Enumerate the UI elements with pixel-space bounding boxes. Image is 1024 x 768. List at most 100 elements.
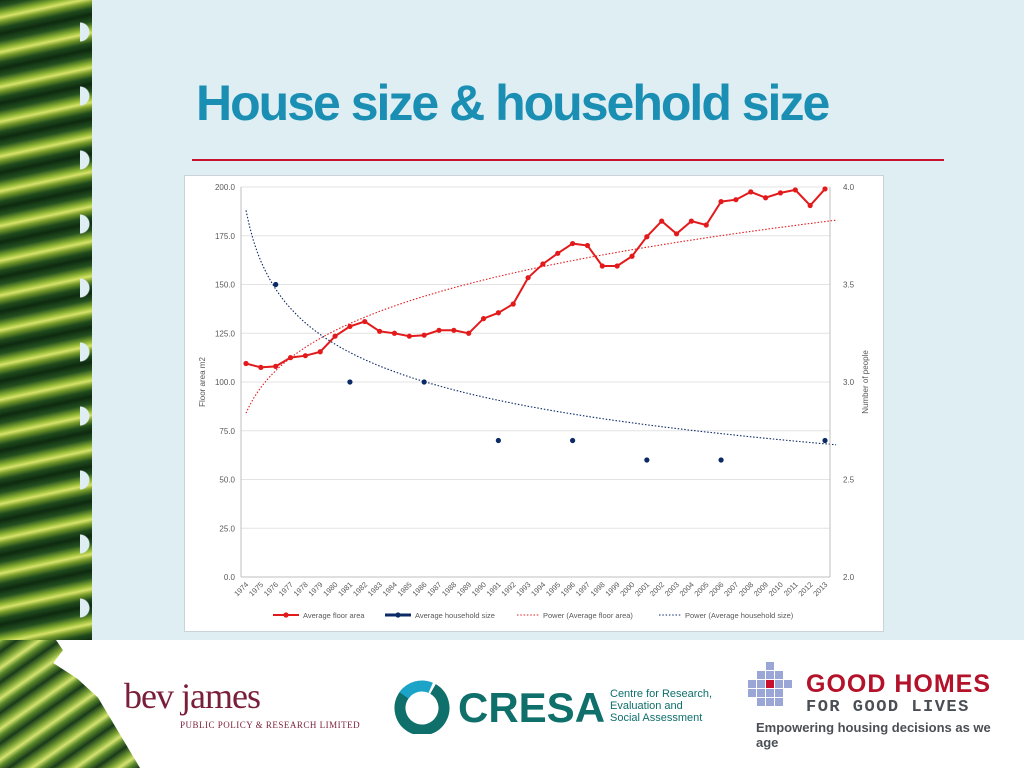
x-tick-label: 2002 (648, 580, 666, 598)
good-homes-tagline: Empowering housing decisions as we age (756, 720, 991, 750)
cresa-tagline: Centre for Research, Evaluation and Soci… (610, 688, 720, 724)
cresa-ring-icon (394, 680, 450, 734)
y2-tick-label: 3.5 (843, 281, 855, 290)
point-floor-area (555, 250, 561, 256)
point-floor-area (570, 240, 576, 247)
y-tick-label: 150.0 (215, 281, 236, 290)
footer-band (0, 640, 1024, 768)
x-tick-label: 2011 (782, 580, 800, 598)
point-floor-area (777, 190, 784, 196)
trendlines (245, 210, 837, 446)
point-household-size (347, 379, 353, 385)
point-floor-area (406, 333, 412, 339)
chart-panel: 0.0 25.0 50.0 75.0 100.0 125.0 150.0 175.0 200.0… (184, 175, 884, 632)
x-tick-label: 1983 (366, 580, 384, 598)
point-floor-area (584, 242, 591, 249)
point-household-size (495, 437, 501, 444)
x-tick-label: 2007 (722, 580, 740, 598)
point-household-size (822, 437, 828, 444)
point-floor-area (302, 353, 308, 359)
point-floor-area (644, 234, 650, 240)
bev-james-wordmark: bev james (124, 676, 261, 716)
point-floor-area (466, 330, 472, 336)
x-tick-label: 1994 (529, 580, 547, 598)
point-floor-area (451, 327, 457, 333)
x-tick-label: 1995 (544, 580, 562, 598)
x-tick-label: 1988 (440, 580, 458, 598)
gridlines (241, 186, 830, 578)
x-tick-label: 1974 (232, 580, 250, 598)
good-homes-logo: GOOD HOMES FOR GOOD LIVES Empowering hou… (748, 662, 1008, 750)
x-tick-label: 2000 (618, 580, 636, 598)
cresa-tagline-3: Social Assessment (610, 712, 703, 724)
x-tick-label: 1996 (559, 580, 577, 598)
y2-tick-label: 2.0 (843, 573, 855, 582)
point-floor-area (540, 261, 546, 267)
x-tick-label: 1979 (306, 580, 324, 598)
y-tick-label: 25.0 (219, 524, 235, 533)
legend-item: Power (Average household size) (659, 611, 794, 620)
point-floor-area (377, 328, 383, 334)
y-tick-label: 100.0 (215, 378, 236, 387)
y-tick-label: 200.0 (215, 183, 236, 192)
cresa-tagline-2: Evaluation and (610, 700, 683, 712)
point-floor-area (703, 222, 709, 228)
y2-tick-label: 2.5 (843, 476, 855, 485)
y2-tick-label: 3.0 (843, 378, 855, 387)
legend-marker (395, 612, 401, 618)
good-homes-line1: GOOD HOMES (806, 670, 992, 698)
point-floor-area (258, 364, 264, 370)
point-floor-area (688, 218, 694, 224)
x-tick-label: 2005 (692, 580, 710, 598)
point-floor-area (792, 187, 798, 193)
point-floor-area (495, 310, 501, 316)
point-household-size (570, 437, 576, 444)
y-axis-title: Floor area m2 (198, 357, 207, 407)
cresa-wordmark: CRESA (458, 684, 606, 731)
point-household-size (718, 457, 724, 463)
legend-item: Average household size (385, 611, 495, 620)
x-tick-label: 1977 (277, 580, 295, 598)
x-tick-label: 1993 (514, 580, 532, 598)
point-floor-area (436, 327, 442, 333)
legend-label: Power (Average floor area) (543, 611, 633, 620)
point-floor-area (629, 253, 635, 259)
y-tick-label: 175.0 (215, 232, 236, 241)
x-tick-label: 2013 (811, 580, 829, 598)
x-tick-label: 1980 (321, 580, 339, 598)
x-tick-label: 2003 (663, 580, 681, 598)
point-floor-area (733, 197, 739, 203)
bev-james-subtitle: PUBLIC POLICY & RESEARCH LIMITED (180, 720, 361, 730)
point-floor-area (362, 318, 368, 325)
x-tick-label: 1981 (336, 580, 354, 598)
puzzle-strip-decoration (0, 0, 104, 640)
x-tick-label: 1990 (470, 580, 488, 598)
x-tick-label: 1991 (485, 580, 503, 598)
x-tick-label: 1997 (574, 580, 592, 598)
point-household-size (421, 379, 427, 385)
point-floor-area (510, 301, 516, 307)
x-tick-label: 1985 (396, 580, 414, 598)
page-title: House size & household size (196, 75, 830, 131)
point-floor-area (421, 332, 427, 338)
legend-item: Average floor area (273, 611, 365, 620)
series-line-floor-area (245, 188, 826, 369)
point-floor-area (614, 263, 620, 269)
point-household-size (273, 281, 279, 288)
cresa-logo: CRESA Centre for Research, Evaluation an… (394, 676, 714, 740)
point-floor-area (659, 218, 665, 224)
point-floor-area (525, 275, 531, 281)
x-tick-label: 1989 (455, 580, 473, 598)
x-tick-label: 1986 (410, 580, 428, 598)
point-floor-area (332, 333, 338, 339)
legend-item: Power (Average floor area) (517, 611, 633, 620)
title-divider (192, 159, 944, 161)
y2-tick-label: 4.0 (843, 183, 855, 192)
legend-label: Average floor area (303, 611, 365, 620)
x-tick-label: 1999 (603, 580, 621, 598)
legend-label: Power (Average household size) (685, 611, 794, 620)
x-tick-label: 1976 (262, 580, 280, 598)
house-size-chart: 0.0 25.0 50.0 75.0 100.0 125.0 150.0 175.0 200.0… (198, 183, 870, 620)
x-tick-label: 2010 (767, 580, 785, 598)
good-homes-grid-icon (748, 662, 792, 706)
